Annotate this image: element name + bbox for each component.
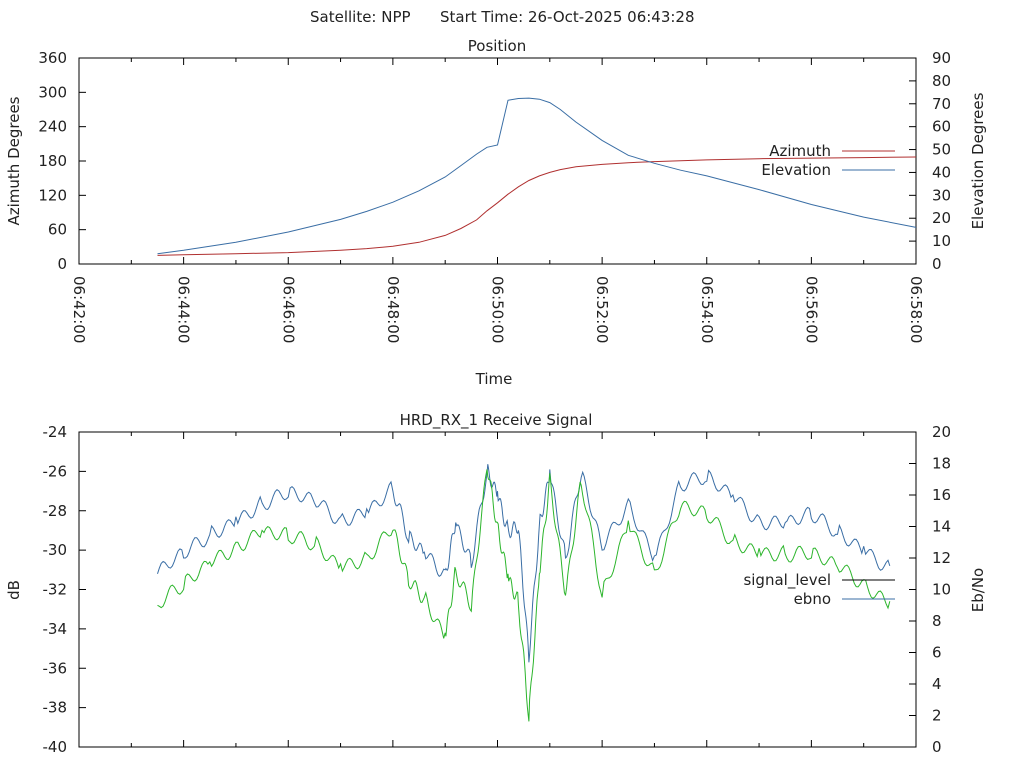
y-tick-label: 300 <box>38 83 67 101</box>
receive-signal-y-axis-title: dB <box>5 580 23 600</box>
y2-tick-label: 8 <box>932 612 942 630</box>
y2-tick-label: 10 <box>932 232 951 250</box>
y2-tick-label: 18 <box>932 455 951 473</box>
y2-tick-label: 50 <box>932 141 951 159</box>
series-line-1 <box>157 464 891 663</box>
y2-tick-label: 2 <box>932 707 942 725</box>
receive-signal-y2-axis-title: Eb/No <box>969 568 987 612</box>
y2-tick-label: 70 <box>932 95 951 113</box>
series-line-2 <box>157 469 891 722</box>
y-tick-label: -30 <box>43 541 68 559</box>
y-tick-label: 240 <box>38 118 67 136</box>
legend-label-ebno: ebno <box>794 590 831 608</box>
position-legend: Azimuth Elevation <box>761 142 895 179</box>
y2-tick-label: 6 <box>932 644 942 662</box>
y-tick-label: -24 <box>43 423 68 441</box>
series-line-0 <box>157 156 917 256</box>
y-tick-label: -36 <box>43 659 68 677</box>
receive-signal-plot-frame <box>78 431 917 748</box>
position-chart-title: Position <box>468 37 526 55</box>
y-tick-label: -34 <box>43 620 68 638</box>
y-tick-label: -38 <box>43 699 68 717</box>
x-tick-label: 06:50:00 <box>489 276 507 343</box>
satellite-label: Satellite: NPP <box>310 8 411 26</box>
y2-tick-label: 60 <box>932 118 951 136</box>
y2-tick-label: 40 <box>932 163 951 181</box>
x-tick-label: 06:46:00 <box>279 276 297 343</box>
y-tick-label: -40 <box>43 738 68 756</box>
start-time-label: Start Time: 26-Oct-2025 06:43:28 <box>440 8 695 26</box>
position-y-axis-title: Azimuth Degrees <box>5 96 23 225</box>
y2-tick-label: 0 <box>932 255 942 273</box>
receive-signal-chart: HRD_RX_1 Receive Signal dB Eb/No -40 -38 -… <box>5 411 987 756</box>
y-tick-label: -32 <box>43 581 68 599</box>
y2-tick-label: 80 <box>932 72 951 90</box>
x-tick-label: 06:54:00 <box>698 276 716 343</box>
y2-tick-label: 16 <box>932 486 951 504</box>
y-tick-label: 180 <box>38 152 67 170</box>
x-tick-label: 06:56:00 <box>802 276 820 343</box>
y2-tick-label: 0 <box>932 738 942 756</box>
y-tick-label: 360 <box>38 49 67 67</box>
legend-label-signal-level: signal_level <box>743 571 831 590</box>
y-tick-label: 0 <box>57 255 67 273</box>
legend-label-elevation: Elevation <box>761 161 831 179</box>
receive-signal-chart-title: HRD_RX_1 Receive Signal <box>400 411 593 430</box>
y2-tick-label: 4 <box>932 675 942 693</box>
x-tick-label: 06:48:00 <box>384 276 402 343</box>
series-line-1 <box>157 97 917 255</box>
x-tick-label: 06:44:00 <box>175 276 193 343</box>
y-tick-label: -28 <box>43 502 68 520</box>
y-tick-label: 60 <box>48 221 67 239</box>
y2-tick-label: 90 <box>932 49 951 67</box>
y-tick-label: -26 <box>43 462 68 480</box>
x-tick-label: 06:52:00 <box>593 276 611 343</box>
position-y2-axis-title: Elevation Degrees <box>969 92 987 229</box>
legend-label-azimuth: Azimuth <box>769 142 831 160</box>
x-tick-label: 06:58:00 <box>907 276 925 343</box>
y2-tick-label: 14 <box>932 518 951 536</box>
y2-tick-label: 10 <box>932 581 951 599</box>
position-chart: Position Azimuth Degrees Elevation Degre… <box>5 37 987 388</box>
x-tick-label: 06:42:00 <box>70 276 88 343</box>
y2-tick-label: 30 <box>932 186 951 204</box>
receive-signal-legend: signal_level ebno <box>743 571 895 608</box>
y2-tick-label: 12 <box>932 549 951 567</box>
y-tick-label: 120 <box>38 186 67 204</box>
y2-tick-label: 20 <box>932 423 951 441</box>
position-x-axis-title: Time <box>475 370 513 388</box>
y2-tick-label: 20 <box>932 209 951 227</box>
